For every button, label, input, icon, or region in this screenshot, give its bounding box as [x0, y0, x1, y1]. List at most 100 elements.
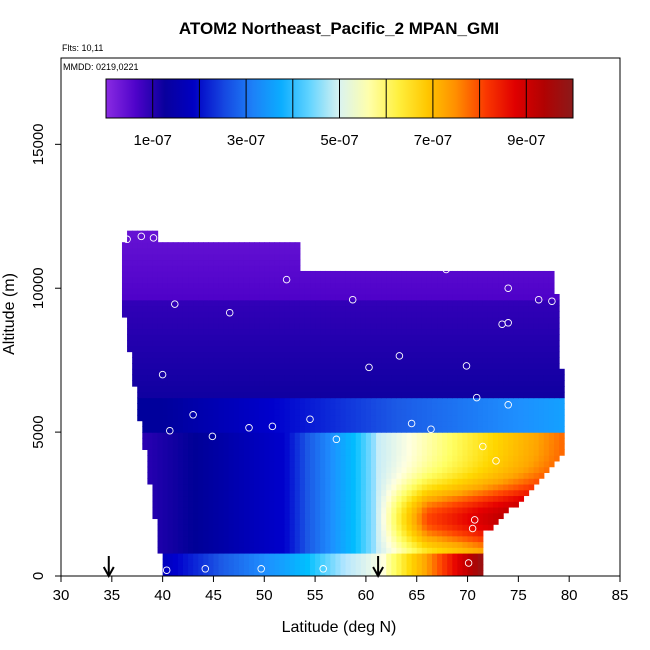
heatmap-cell	[548, 322, 555, 330]
heatmap-cell	[386, 443, 392, 450]
heatmap-cell	[376, 391, 382, 399]
heatmap-cell	[304, 541, 311, 548]
heatmap-cell	[457, 512, 464, 520]
heatmap-cell	[381, 305, 387, 312]
heatmap-cell	[386, 426, 392, 433]
heatmap-cell	[340, 483, 347, 491]
heatmap-cell	[365, 455, 372, 462]
heatmap-cell	[238, 363, 245, 370]
heatmap-cell	[279, 518, 286, 525]
heatmap-cell	[477, 437, 484, 445]
heatmap-cell	[249, 564, 255, 571]
heatmap-cell	[177, 535, 184, 543]
heatmap-cell	[193, 414, 199, 422]
heatmap-cell	[152, 460, 159, 468]
heatmap-cell	[548, 270, 555, 278]
heatmap-cell	[304, 293, 311, 301]
heatmap-cell	[233, 322, 240, 330]
heatmap-cell	[498, 270, 504, 278]
heatmap-cell	[162, 374, 169, 381]
heatmap-cell	[274, 552, 281, 560]
heatmap-cell	[304, 466, 311, 473]
heatmap-cell	[513, 426, 519, 433]
heatmap-cell	[228, 489, 235, 497]
heatmap-cell	[289, 420, 296, 427]
heatmap-cell	[182, 322, 189, 330]
heatmap-cell	[447, 420, 453, 427]
heatmap-cell	[264, 317, 270, 324]
heatmap-cell	[437, 391, 443, 399]
heatmap-cell	[203, 570, 209, 576]
heatmap-cell	[513, 305, 519, 312]
heatmap-cell	[274, 518, 281, 525]
heatmap-cell	[426, 432, 433, 439]
heatmap-cell	[437, 386, 443, 393]
heatmap-cell	[416, 357, 423, 364]
heatmap-cell	[508, 305, 514, 312]
heatmap-cell	[518, 432, 525, 439]
heatmap-cell	[360, 340, 367, 347]
heatmap-cell	[315, 414, 321, 422]
heatmap-cell	[289, 282, 296, 289]
heatmap-cell	[406, 489, 413, 497]
heatmap-cell	[533, 317, 540, 324]
heatmap-cell	[162, 265, 169, 272]
heatmap-cell	[401, 529, 408, 537]
heatmap-cell	[304, 506, 311, 514]
heatmap-cell	[294, 328, 301, 335]
heatmap-cell	[284, 535, 291, 543]
heatmap-cell	[142, 242, 148, 249]
heatmap-cell	[147, 311, 154, 318]
heatmap-cell	[518, 437, 525, 445]
heatmap-cell	[304, 564, 311, 571]
heatmap-cell	[132, 357, 138, 364]
heatmap-cell	[538, 391, 545, 399]
heatmap-cell	[340, 317, 347, 324]
heatmap-cell	[254, 363, 260, 370]
heatmap-cell	[315, 380, 321, 387]
heatmap-cell	[340, 380, 347, 387]
heatmap-cell	[152, 489, 159, 497]
heatmap-cell	[177, 570, 184, 576]
heatmap-cell	[523, 293, 530, 301]
heatmap-cell	[365, 403, 372, 410]
heatmap-cell	[289, 478, 296, 485]
heatmap-cell	[142, 317, 148, 324]
heatmap-cell	[218, 299, 225, 307]
heatmap-cell	[421, 276, 428, 284]
heatmap-cell	[269, 299, 276, 307]
heatmap-cell	[543, 282, 550, 289]
heatmap-cell	[477, 524, 484, 531]
heatmap-cell	[203, 322, 209, 330]
heatmap-cell	[294, 506, 301, 514]
heatmap-cell	[426, 552, 433, 560]
heatmap-cell	[518, 322, 525, 330]
heatmap-cell	[203, 242, 209, 249]
heatmap-cell	[304, 288, 311, 295]
heatmap-cell	[167, 414, 174, 422]
heatmap-cell	[264, 293, 270, 301]
heatmap-cell	[177, 293, 184, 301]
heatmap-cell	[513, 311, 519, 318]
heatmap-cell	[411, 340, 418, 347]
heatmap-cell	[401, 334, 408, 341]
heatmap-cell	[406, 386, 413, 393]
heatmap-cell	[269, 293, 276, 301]
heatmap-cell	[411, 328, 418, 335]
heatmap-cell	[355, 293, 362, 301]
heatmap-cell	[228, 535, 235, 543]
heatmap-cell	[315, 288, 321, 295]
colorbar-tick-labels: 1e-07 3e-07 5e-07 7e-07 9e-07	[134, 132, 546, 149]
heatmap-cell	[279, 570, 286, 576]
heatmap-cell	[477, 357, 484, 364]
heatmap-cell	[289, 276, 296, 284]
heatmap-cell	[249, 495, 255, 502]
heatmap-cell	[193, 466, 199, 473]
heatmap-cell	[548, 455, 555, 462]
heatmap-cell	[345, 449, 352, 456]
heatmap-cell	[198, 518, 204, 525]
heatmap-cell	[513, 466, 519, 473]
heatmap-cell	[325, 443, 331, 450]
heatmap-cell	[553, 449, 560, 456]
heatmap-cell	[177, 478, 184, 485]
